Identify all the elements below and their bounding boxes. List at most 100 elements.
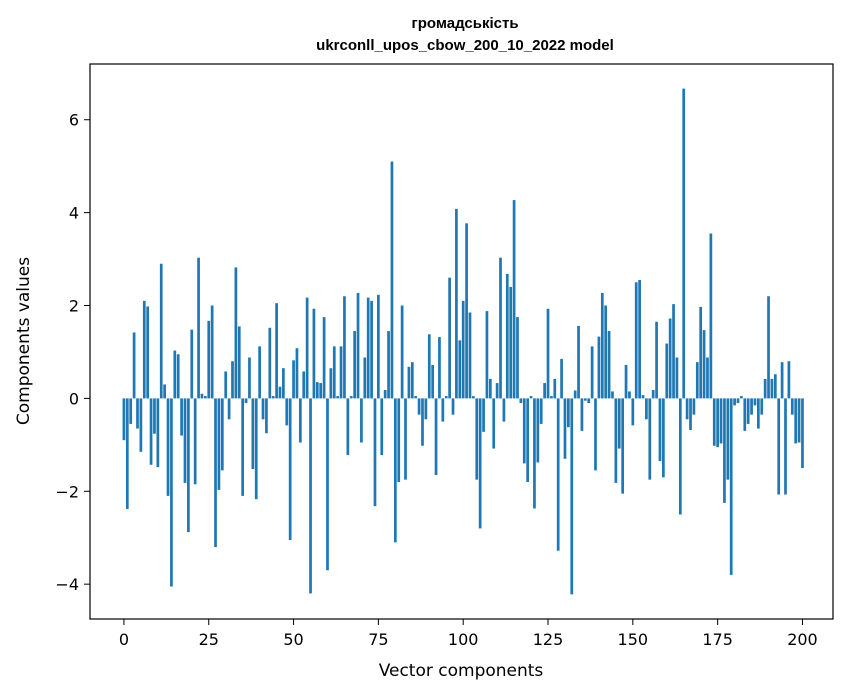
bar	[217, 398, 221, 490]
bar	[125, 398, 129, 509]
y-tick-label: 4	[69, 204, 79, 223]
bar	[363, 357, 367, 399]
bar	[529, 396, 533, 399]
bar	[146, 306, 150, 399]
bar	[699, 306, 703, 399]
bar	[746, 398, 750, 424]
bar	[485, 311, 489, 399]
bar	[539, 398, 543, 424]
bar	[475, 398, 479, 480]
bar	[678, 398, 682, 515]
bar	[417, 398, 421, 415]
x-tick-label: 175	[702, 630, 733, 649]
bar	[729, 398, 733, 575]
bar	[594, 398, 597, 471]
bar	[621, 398, 625, 494]
bar	[383, 390, 387, 399]
bar	[526, 398, 530, 482]
bar	[509, 286, 513, 399]
bar	[360, 398, 363, 443]
bar	[743, 398, 747, 431]
bar	[438, 337, 441, 399]
y-axis-label: Components values	[14, 257, 34, 425]
bar	[288, 398, 292, 541]
bar	[265, 398, 268, 434]
bar	[787, 361, 791, 399]
bar	[407, 366, 411, 399]
bar	[180, 398, 183, 436]
y-tick-label: 2	[69, 297, 79, 316]
bar	[461, 300, 465, 399]
bar	[607, 331, 611, 399]
bar	[590, 346, 594, 399]
bar	[533, 398, 536, 509]
bar	[570, 398, 574, 595]
bar	[692, 398, 696, 415]
bar	[597, 336, 601, 399]
bar	[628, 391, 631, 399]
bar	[655, 321, 658, 399]
bar	[193, 398, 197, 485]
bar	[624, 364, 628, 399]
bar	[695, 362, 699, 399]
bar	[712, 398, 716, 446]
bar	[231, 361, 234, 399]
bar	[780, 362, 784, 399]
bar	[763, 378, 767, 399]
bar	[261, 398, 265, 420]
bar	[336, 396, 340, 399]
bar	[543, 383, 546, 399]
bar	[305, 297, 309, 399]
y-tick-label: −4	[55, 575, 79, 594]
bar	[319, 383, 323, 399]
bar	[750, 398, 753, 415]
bar	[370, 300, 373, 399]
bar	[173, 350, 177, 399]
y-axis: −4 −2 0 2 4 6	[55, 111, 90, 594]
bar	[723, 398, 726, 503]
bar	[492, 398, 496, 449]
bar	[580, 398, 584, 431]
bar	[773, 374, 777, 399]
bar	[563, 398, 567, 459]
bar	[505, 273, 509, 399]
x-tick-label: 25	[199, 630, 219, 649]
bar	[278, 386, 282, 399]
bar	[499, 257, 502, 399]
bar	[285, 398, 289, 426]
bar	[488, 378, 492, 399]
bar	[614, 398, 618, 483]
bar	[136, 398, 139, 429]
bar	[801, 398, 804, 469]
bar	[410, 362, 414, 399]
bar	[400, 305, 404, 399]
bar	[468, 312, 472, 399]
bar	[309, 398, 312, 594]
bar	[611, 391, 614, 399]
bar	[302, 371, 306, 399]
bar	[448, 277, 451, 399]
bar	[200, 393, 204, 399]
bar	[282, 368, 285, 399]
bar	[187, 398, 190, 533]
bar	[271, 396, 275, 399]
bar	[451, 398, 455, 415]
bar	[197, 257, 200, 399]
bar	[519, 398, 523, 404]
x-tick-label: 125	[533, 630, 564, 649]
bar	[292, 360, 295, 399]
bar	[777, 398, 781, 495]
bar	[740, 396, 743, 399]
bar	[329, 368, 333, 399]
bar	[767, 296, 770, 399]
bar	[685, 398, 689, 420]
bar	[244, 398, 248, 404]
bar	[794, 398, 798, 444]
bar	[251, 398, 255, 469]
bar	[709, 233, 713, 399]
bar	[478, 398, 482, 529]
bar	[207, 320, 211, 399]
x-tick-label: 75	[368, 630, 388, 649]
x-tick-label: 50	[283, 630, 303, 649]
bar	[142, 300, 146, 399]
